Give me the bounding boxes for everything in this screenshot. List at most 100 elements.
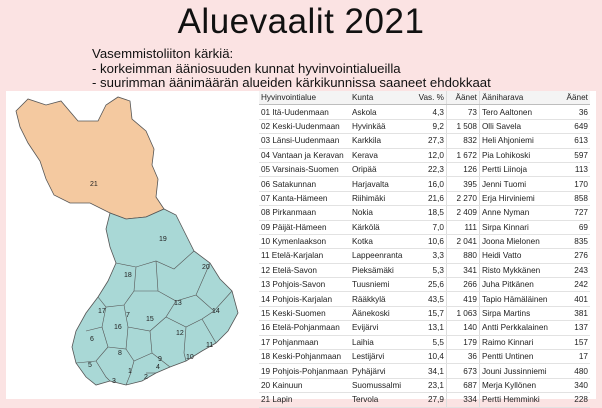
table-cell: Harjavalta	[349, 176, 410, 192]
table-cell: 18 Keski-Pohjanmaan	[259, 349, 350, 365]
table-cell: Suomussalmi	[349, 378, 410, 394]
table-cell: 858	[553, 191, 590, 207]
table-cell: Lappeenranta	[349, 248, 410, 264]
table-cell: 09 Päijät-Hämeen	[259, 220, 350, 235]
map-label: 1	[128, 368, 132, 375]
table-cell: 3,3	[409, 248, 447, 264]
table-cell: 08 Pirkanmaan	[259, 205, 350, 221]
table-cell: Sirpa Kinnari	[479, 220, 554, 235]
table-cell: 12,0	[409, 148, 447, 163]
table-cell: Askola	[349, 104, 410, 120]
table-cell: 17 Pohjanmaan	[259, 335, 350, 351]
table-cell: 10,6	[409, 234, 447, 250]
table-cell: 69	[553, 220, 590, 235]
table-row: 06 Satakunnan Harjavalta 16,0 395 Jenni Tuom…	[259, 176, 590, 192]
map-label: 16	[114, 324, 122, 331]
subtitle-line: Vasemmistoliiton kärkiä:	[92, 46, 234, 61]
column-header: Ääniharava	[479, 91, 554, 106]
table-cell: 228	[553, 392, 590, 408]
table-cell: Rääkkylä	[349, 291, 410, 307]
subtitle-line: - korkeimman ääniosuuden kunnat hyvinvoi…	[92, 60, 401, 76]
map-label: 14	[212, 308, 220, 315]
table-cell: 16,0	[409, 176, 447, 192]
map-label: 2	[144, 374, 148, 381]
table-cell: 07 Kanta-Hämeen	[259, 191, 350, 207]
table-cell: 18,5	[409, 205, 447, 221]
table-cell: 649	[553, 119, 590, 135]
table-cell: Tervola	[349, 392, 410, 408]
table-cell: 832	[446, 133, 480, 149]
table-row: 18 Keski-Pohjanmaan Lestijärvi 10,4 36 Pentt…	[259, 349, 590, 365]
map-label: 19	[159, 236, 167, 243]
table-cell: 2 041	[446, 234, 480, 250]
table-cell: Evijärvi	[349, 320, 410, 336]
page-title: Aluevaalit 2021	[177, 2, 425, 41]
table-cell: 179	[446, 335, 480, 351]
map-label: 4	[156, 364, 160, 371]
table-cell: 36	[446, 349, 480, 365]
content-panel: 21 19 20 18 17 13 14 16 12 7 15 9 10 8 1…	[6, 91, 596, 408]
table-cell: Merja Kyllönen	[479, 378, 554, 394]
table-cell: 340	[553, 378, 590, 394]
table-cell: Raimo Kinnari	[479, 335, 554, 351]
table-cell: 113	[553, 162, 590, 178]
table-cell: 25,6	[409, 277, 447, 293]
table-cell: 20 Kainuun	[259, 378, 350, 394]
table-row: 11 Etelä-Karjalan Lappeenranta 3,3 880 Heidi…	[259, 248, 590, 264]
table-cell: Heli Ahjoniemi	[479, 133, 554, 149]
table-cell: Lestijärvi	[349, 349, 410, 365]
table-cell: 03 Länsi-Uudenmaan	[259, 133, 350, 149]
table-row: 07 Kanta-Hämeen Riihimäki 21,6 2 270 Erja Hi…	[259, 191, 590, 207]
table-cell: Pertti Liinoja	[479, 162, 554, 178]
table-cell: 13,1	[409, 320, 447, 336]
map-label: 7	[126, 312, 130, 319]
table-cell: 140	[446, 320, 480, 336]
table-cell: 5,5	[409, 335, 447, 351]
table-cell: 27,9	[409, 392, 447, 408]
map-label: 15	[146, 316, 154, 323]
table-cell: Nokia	[349, 205, 410, 221]
table-row: 10 Kymenlaakson Kotka 10,6 2 041 Joona Mielo…	[259, 234, 590, 250]
column-header: Äänet	[553, 91, 590, 106]
table-cell: 15,7	[409, 306, 447, 322]
table-row: 13 Pohjois-Savon Tuusniemi 25,6 266 Juha Pit…	[259, 277, 590, 293]
map-label: 11	[206, 342, 213, 349]
table-cell: Äänekoski	[349, 306, 410, 322]
table-cell: 2 409	[446, 205, 480, 221]
table-cell: 22,3	[409, 162, 447, 178]
table-cell: 401	[553, 291, 590, 307]
map-label: 6	[90, 336, 94, 343]
table-cell: 16 Etelä-Pohjanmaan	[259, 320, 350, 336]
table-cell: 11 Etelä-Karjalan	[259, 248, 350, 264]
table-cell: 597	[553, 148, 590, 163]
table-cell: Pyhäjärvi	[349, 363, 410, 379]
table-cell: 5,3	[409, 263, 447, 279]
map-label: 3	[112, 378, 116, 385]
table-cell: Heidi Vatto	[479, 248, 554, 264]
subtitle-line: - suurimman äänimäärän alueiden kärkikun…	[92, 75, 491, 91]
table-cell: 13 Pohjois-Savon	[259, 277, 350, 293]
table-cell: 06 Satakunnan	[259, 176, 350, 192]
table-cell: 687	[446, 378, 480, 394]
table-row: 17 Pohjanmaan Laihia 5,5 179 Raimo Kinnari 15…	[259, 335, 590, 351]
table-body: 01 Itä-Uudenmaan Askola 4,3 73 Tero Aaltonen…	[259, 104, 590, 408]
table-cell: 341	[446, 263, 480, 279]
region-21-lapin	[15, 96, 165, 220]
table-cell: 381	[553, 306, 590, 322]
table-row: 12 Etelä-Savon Pieksämäki 5,3 341 Risto Mykk…	[259, 263, 590, 279]
table-cell: Tuusniemi	[349, 277, 410, 293]
table-cell: 05 Varsinais-Suomen	[259, 162, 350, 178]
table-cell: 14 Pohjois-Karjalan	[259, 291, 350, 307]
table-row: 04 Vantaan ja Keravan Kerava 12,0 1 672 Pia …	[259, 148, 590, 163]
table-cell: 243	[553, 263, 590, 279]
column-header: Kunta	[349, 91, 410, 106]
table-cell: Pertti Hemminki	[479, 392, 554, 408]
table-cell: 7,0	[409, 220, 447, 235]
table-cell: 9,2	[409, 119, 447, 135]
table-cell: 613	[553, 133, 590, 149]
subtitle: Vasemmistoliiton kärkiä: - korkeimman ää…	[92, 46, 491, 91]
table-row: 19 Pohjois-Pohjanmaan Pyhäjärvi 34,1 673 Jou…	[259, 363, 590, 379]
table-cell: Kärkölä	[349, 220, 410, 235]
table-cell: Juha Pitkänen	[479, 277, 554, 293]
table-cell: 10 Kymenlaakson	[259, 234, 350, 250]
